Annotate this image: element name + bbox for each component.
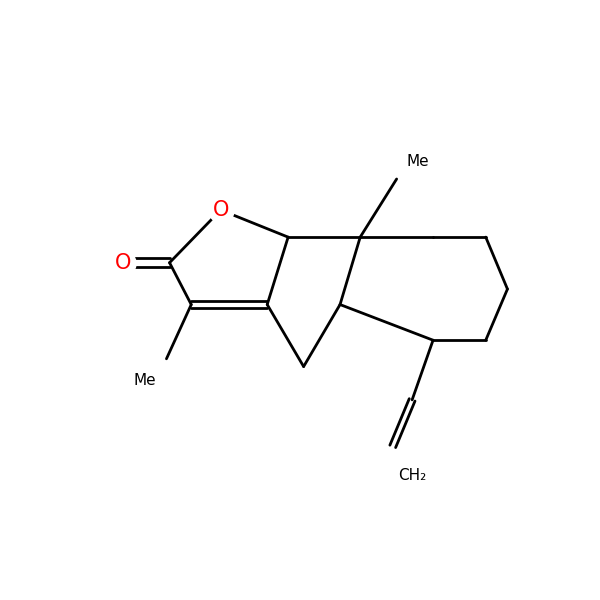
Text: O: O	[115, 253, 131, 272]
Text: CH₂: CH₂	[398, 467, 426, 482]
Text: Me: Me	[133, 373, 156, 388]
Text: Me: Me	[406, 154, 429, 169]
Text: O: O	[212, 200, 229, 220]
